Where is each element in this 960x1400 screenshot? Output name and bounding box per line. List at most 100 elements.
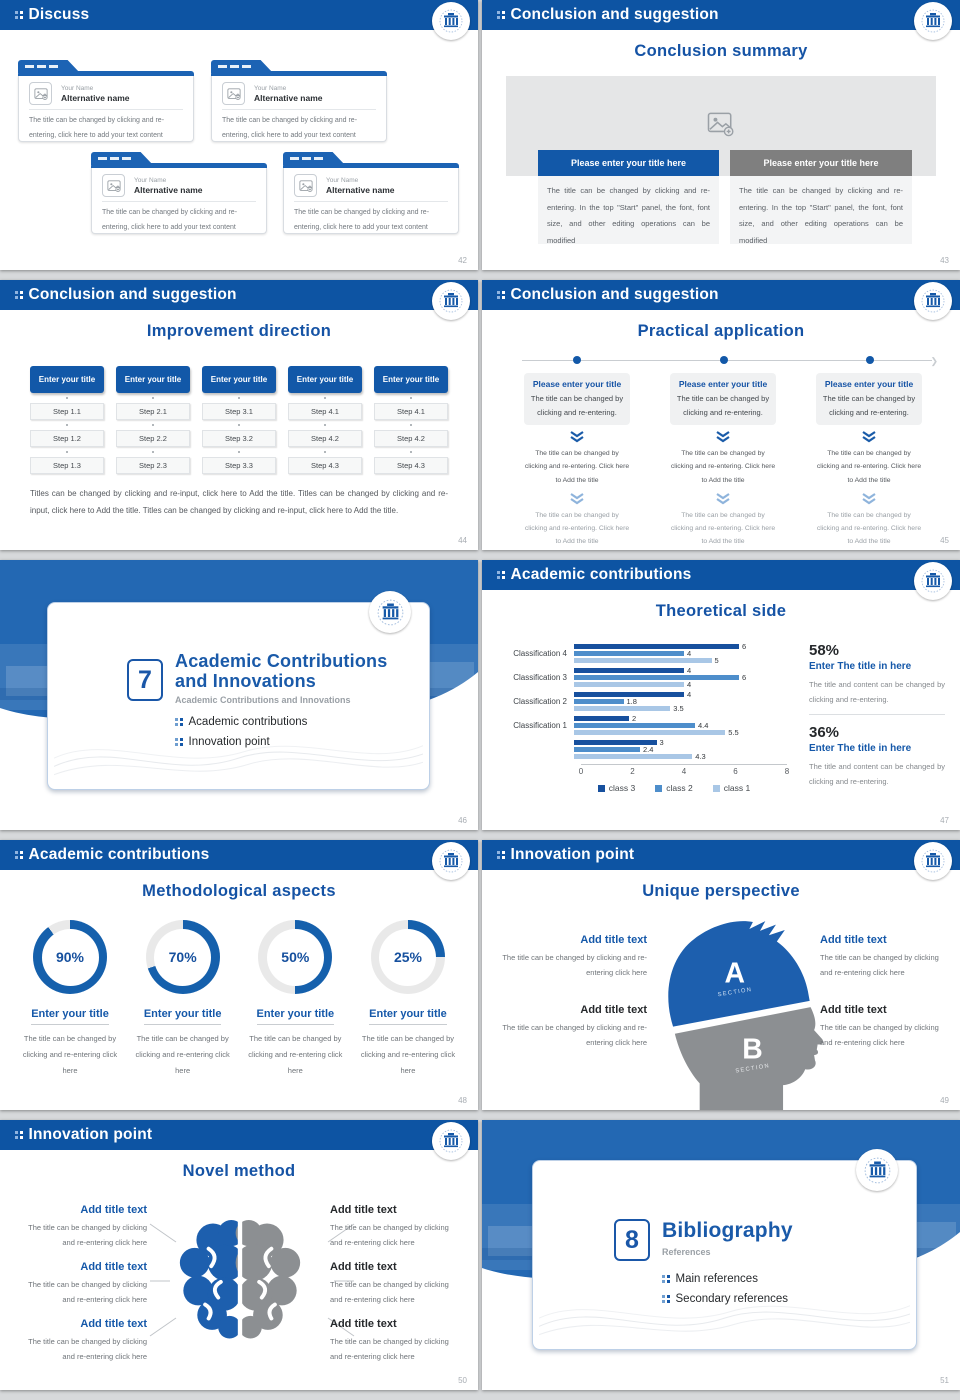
section-number: 7 — [127, 659, 163, 701]
step-chip: Step 2.2 — [116, 430, 190, 447]
chart-group: Classification 3 4 6 4 — [494, 665, 794, 689]
donut-title: Enter your title — [143, 1008, 222, 1025]
chart-bar-value: 3 — [659, 737, 664, 747]
header-marker-icon — [15, 1131, 23, 1139]
footer-text: Titles can be changed by clicking and re… — [30, 489, 448, 515]
column-header: Enter your title — [30, 366, 104, 393]
university-seal-logo — [369, 591, 411, 633]
slide-49-unique-perspective[interactable]: Innovation point Unique perspective A SE… — [482, 840, 960, 1110]
chart-bar-value: 4 — [687, 679, 692, 689]
description-panel: The title can be changed by clicking and… — [730, 176, 912, 245]
text-block: Add title text The title can be changed … — [820, 1004, 945, 1050]
timeline-card: Please enter your title The title can be… — [524, 373, 630, 425]
slide-title: Improvement direction — [146, 322, 332, 340]
timeline-item: Please enter your title The title can be… — [670, 373, 776, 549]
step-chip: Step 4.1 — [374, 403, 448, 420]
divider — [809, 714, 945, 715]
donut-row: 90% Enter your title The title can be ch… — [20, 920, 458, 1078]
step-column: Enter your title Step 4.1 Step 4.2 Step … — [374, 366, 448, 474]
university-seal-logo — [856, 1149, 898, 1191]
donut-body: The title can be changed by clicking and… — [22, 1034, 118, 1075]
chart-bar-value: 4 — [687, 665, 692, 675]
slide-header-bar: Innovation point — [0, 1120, 478, 1150]
folder-tab — [283, 152, 345, 165]
section-title: Bibliography — [662, 1219, 793, 1242]
chart-bar — [574, 682, 684, 687]
block-body: The title can be changed by clicking and… — [28, 1337, 147, 1361]
chart-bar-value: 2.4 — [643, 744, 654, 754]
slide-header-title: Conclusion and suggestion — [510, 6, 719, 23]
block-body: The title can be changed by clicking and… — [330, 1280, 449, 1304]
timeline-card-body: The title can be changed by clicking and… — [676, 394, 770, 417]
chart-legend-item: class 3 — [597, 783, 635, 793]
slide-42-discuss[interactable]: Discuss Your Name Alternative name T — [0, 0, 478, 270]
bullet-marker-icon — [175, 718, 183, 726]
chart-bar-value: 1.8 — [626, 696, 637, 706]
stat-title: Enter The title in here — [809, 743, 912, 754]
image-placeholder-icon — [29, 82, 52, 105]
chart-bar — [574, 747, 640, 752]
bullet-text: Main references — [675, 1273, 758, 1285]
head-section-b-shape — [674, 1007, 824, 1110]
donut-chart: 25% — [370, 920, 445, 994]
block-body: The title can be changed by clicking and… — [820, 953, 939, 977]
divider — [29, 109, 183, 110]
slide-title: Conclusion summary — [634, 42, 808, 60]
page-number: 51 — [940, 1376, 949, 1385]
block-title: Add title text — [330, 1204, 397, 1216]
donut-chart: 70% — [145, 920, 220, 994]
step-column: Enter your title Step 2.1 Step 2.2 Step … — [116, 366, 190, 474]
bullet-marker-icon — [662, 1295, 670, 1303]
page-number: 44 — [458, 536, 467, 545]
slide-header-bar: Academic contributions — [0, 840, 478, 870]
slide-48-methodological-aspects[interactable]: Academic contributions Methodological as… — [0, 840, 478, 1110]
slide-47-theoretical-side[interactable]: Academic contributions Theoretical side … — [482, 560, 960, 830]
slide-header-bar: Academic contributions — [482, 560, 960, 590]
slide-44-improvement-direction[interactable]: Conclusion and suggestion Improvement di… — [0, 280, 478, 550]
header-marker-icon — [497, 11, 505, 19]
donut-item: 25% Enter your title The title can be ch… — [358, 920, 458, 1078]
alternative-name-label: Alternative name — [326, 184, 395, 195]
chart-category-label: Classification 3 — [513, 673, 567, 682]
alternative-name-label: Alternative name — [61, 92, 130, 103]
title-bar-text: Please enter your title here — [763, 158, 879, 168]
double-chevron-down-icon — [862, 492, 876, 505]
column-header: Enter your title — [288, 366, 362, 393]
chart-bar — [574, 651, 684, 656]
slide-43-conclusion-summary[interactable]: Conclusion and suggestion Conclusion sum… — [482, 0, 960, 270]
folder-body: Your Name Alternative name The title can… — [283, 168, 459, 234]
slide-46-section-7[interactable]: 7 Academic Contributions and Innovations… — [0, 560, 478, 830]
chart-bar-value: 6 — [742, 672, 747, 682]
timeline-card: Please enter your title The title can be… — [816, 373, 922, 425]
folder-body: Your Name Alternative name The title can… — [91, 168, 267, 234]
timeline-item: Please enter your title The title can be… — [524, 373, 630, 549]
slide-51-section-8[interactable]: 8 Bibliography References Main reference… — [482, 1120, 960, 1390]
brain-folds — [203, 1246, 277, 1321]
page-number: 42 — [458, 256, 467, 265]
slide-50-novel-method[interactable]: Innovation point Novel method — [0, 1120, 478, 1390]
stat-percentage: 58% — [809, 642, 840, 659]
step-chip: Step 4.3 — [374, 457, 448, 474]
page-number: 48 — [458, 1096, 467, 1105]
header-marker-icon — [497, 571, 505, 579]
folder-bar — [211, 71, 387, 78]
bar-chart-legend: class 3 class 2 class 1 — [554, 783, 794, 793]
folder-tab — [18, 60, 80, 73]
timeline-dot — [720, 356, 728, 364]
step-chip: Step 3.1 — [202, 403, 276, 420]
title-bar-blue: Please enter your title here — [538, 150, 719, 176]
block-body: The title can be changed by clicking and… — [330, 1337, 449, 1361]
chart-group: Classification 4 6 4 5 — [494, 643, 794, 664]
slide-45-practical-application[interactable]: Conclusion and suggestion Practical appl… — [482, 280, 960, 550]
section-bullet: Secondary references — [662, 1293, 788, 1305]
block-title: Add title text — [80, 1261, 147, 1273]
step-chip: Step 2.1 — [116, 403, 190, 420]
page-number: 43 — [940, 256, 949, 265]
bar-chart-groups: Classification 4 6 4 5 Classification 3 4 6 4 Cl… — [494, 643, 794, 760]
double-chevron-down-icon — [716, 431, 730, 443]
slide-header-bar: Conclusion and suggestion — [0, 280, 478, 310]
text-block: Add title text The title can be changed … — [15, 1318, 147, 1364]
step-chip: Step 4.1 — [288, 403, 362, 420]
double-chevron-down-icon — [716, 492, 730, 505]
university-seal-logo — [914, 2, 952, 40]
